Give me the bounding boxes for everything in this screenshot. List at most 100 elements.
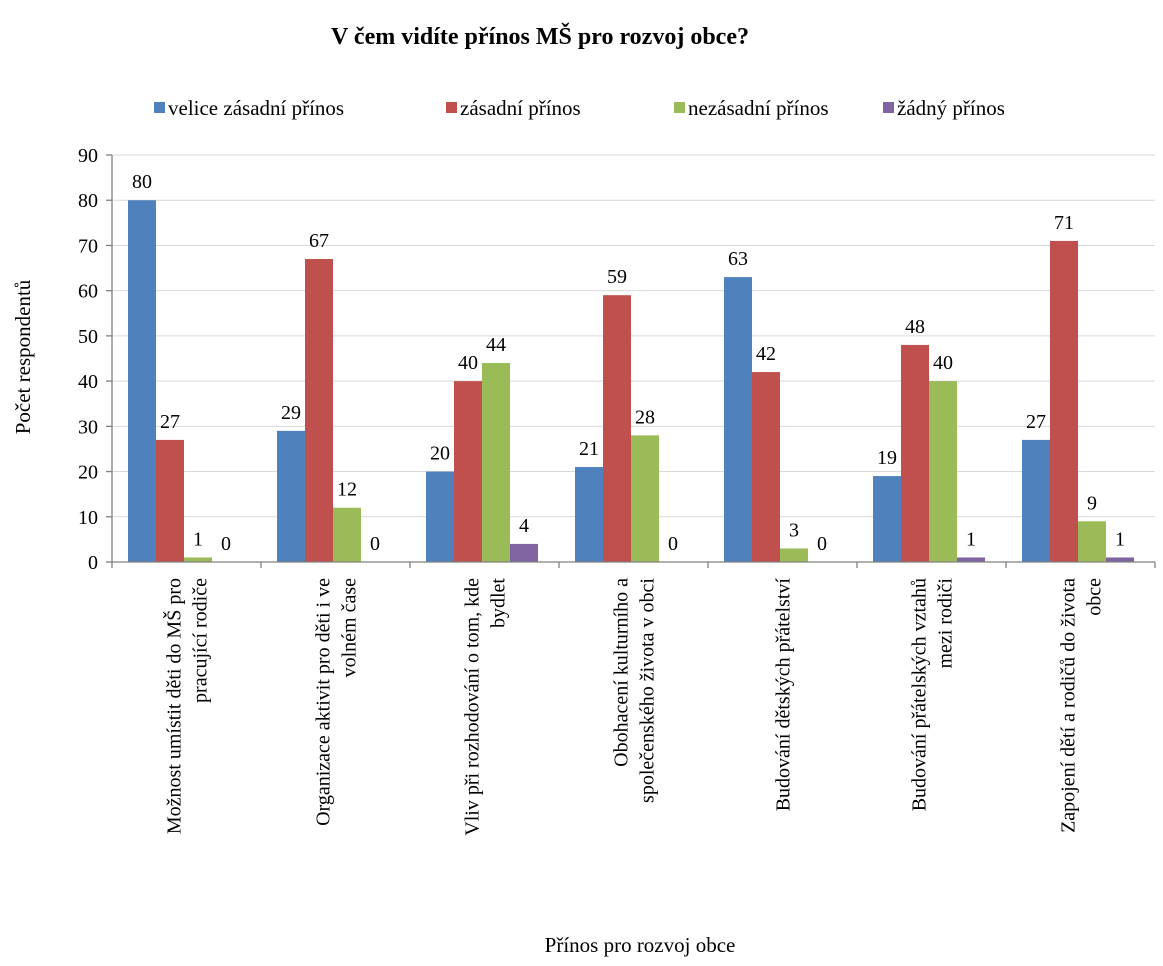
- bar-2-cat-3: [454, 381, 482, 562]
- data-label-3-cat-4: 28: [635, 406, 655, 428]
- data-label-4-cat-3: 4: [519, 515, 529, 537]
- data-label-4-cat-7: 1: [1115, 528, 1125, 550]
- legend-item-1: velice zásadní přínos: [154, 96, 344, 120]
- bar-1-cat-2: [277, 430, 305, 562]
- legend-item-4: žádný přínos: [883, 96, 1005, 120]
- data-label-1-cat-7: 27: [1026, 411, 1046, 433]
- category-label-7-line-2: obce: [1084, 578, 1106, 616]
- y-tick-label-60: 60: [78, 281, 98, 303]
- bar-4-cat-7: [1106, 557, 1134, 562]
- bar-2-cat-2: [305, 259, 333, 562]
- category-label-5-line-1: Budování dětských přátelství: [773, 578, 795, 812]
- data-label-4-cat-4: 0: [668, 533, 678, 555]
- data-label-2-cat-4: 59: [607, 266, 627, 288]
- data-label-2-cat-3: 40: [458, 352, 478, 374]
- y-tick-label-50: 50: [78, 326, 98, 348]
- data-label-3-cat-7: 9: [1087, 492, 1097, 514]
- data-label-4-cat-1: 0: [221, 533, 231, 555]
- data-label-2-cat-1: 27: [160, 411, 180, 433]
- bar-1-cat-7: [1022, 439, 1050, 562]
- data-label-3-cat-3: 44: [486, 334, 506, 356]
- data-label-1-cat-1: 80: [132, 171, 152, 193]
- legend-swatch-4: [883, 102, 894, 113]
- category-label-2-line-1: Organizace aktivit pro děti i ve: [313, 578, 335, 826]
- legend-swatch-1: [154, 102, 165, 113]
- category-label-7-line-1: Zapojení dětí a rodičů do života: [1058, 578, 1080, 833]
- category-label-4-line-2: společenského života v obci: [637, 578, 659, 803]
- bars: [128, 200, 1134, 562]
- category-label-3-line-2: bydlet: [488, 578, 510, 628]
- bar-1-cat-1: [128, 200, 156, 562]
- data-label-3-cat-6: 40: [933, 352, 953, 374]
- data-label-4-cat-5: 0: [817, 533, 827, 555]
- legend: velice zásadní přínos zásadní přínos nezás…: [154, 96, 1005, 120]
- data-label-4-cat-2: 0: [370, 533, 380, 555]
- bar-1-cat-3: [426, 471, 454, 562]
- data-label-4-cat-6: 1: [966, 528, 976, 550]
- bar-2-cat-1: [156, 439, 184, 562]
- bar-3-cat-4: [631, 435, 659, 562]
- category-labels: Možnost umístit děti do MŠ pro pracující …: [162, 578, 1106, 836]
- data-label-3-cat-1: 1: [193, 528, 203, 550]
- bar-3-cat-3: [482, 363, 510, 562]
- bar-1-cat-5: [724, 277, 752, 562]
- bar-2-cat-5: [752, 372, 780, 562]
- bar-4-cat-6: [957, 557, 985, 562]
- category-label-2: Organizace aktivit pro děti i ve volném č…: [313, 578, 361, 826]
- data-label-1-cat-2: 29: [281, 402, 301, 424]
- data-label-3-cat-5: 3: [789, 519, 799, 541]
- category-label-4-line-1: Obohacení kulturního a: [611, 578, 633, 767]
- legend-item-3: nezásadní přínos: [674, 96, 829, 120]
- y-tick-label-80: 80: [78, 190, 98, 212]
- bar-2-cat-6: [901, 344, 929, 562]
- bar-3-cat-1: [184, 557, 212, 562]
- y-tick-label-70: 70: [78, 235, 98, 257]
- y-axis-label: Počet respondentů: [11, 279, 35, 434]
- category-label-2-line-2: volném čase: [339, 578, 361, 678]
- category-label-3-line-1: Vliv při rozhodování o tom, kde: [462, 578, 484, 836]
- y-tick-label-10: 10: [78, 507, 98, 529]
- category-label-6: Budování přátelských vztahů mezi rodiči: [909, 578, 957, 812]
- category-label-1: Možnost umístit děti do MŠ pro pracující …: [162, 578, 212, 834]
- category-label-4: Obohacení kulturního a společenského živo…: [611, 578, 659, 803]
- x-axis-label: Přínos pro rozvoj obce: [545, 933, 736, 957]
- y-tick-label-90: 90: [78, 145, 98, 167]
- category-label-6-line-2: mezi rodiči: [935, 578, 957, 669]
- data-label-2-cat-5: 42: [756, 343, 776, 365]
- data-label-1-cat-4: 21: [579, 438, 599, 460]
- bar-3-cat-6: [929, 381, 957, 562]
- data-label-1-cat-6: 19: [877, 447, 897, 469]
- bar-1-cat-4: [575, 467, 603, 562]
- data-label-2-cat-6: 48: [905, 316, 925, 338]
- bar-3-cat-7: [1078, 521, 1106, 562]
- bar-2-cat-7: [1050, 240, 1078, 562]
- data-label-2-cat-7: 71: [1054, 212, 1074, 234]
- category-label-1-line-2: pracující rodiče: [190, 578, 212, 703]
- category-label-1-line-1: Možnost umístit děti do MŠ pro: [162, 578, 186, 834]
- y-tick-labels: 0 10 20 30 40 50 60 70 80 90: [78, 145, 98, 574]
- bar-3-cat-2: [333, 507, 361, 562]
- legend-label-3: nezásadní přínos: [688, 96, 829, 120]
- category-label-7: Zapojení dětí a rodičů do života obce: [1058, 578, 1106, 833]
- axes: [106, 154, 1156, 568]
- legend-label-4: žádný přínos: [897, 96, 1005, 120]
- y-tick-label-40: 40: [78, 371, 98, 393]
- legend-label-2: zásadní přínos: [460, 96, 581, 120]
- chart-title: V čem vidíte přínos MŠ pro rozvoj obce?: [331, 23, 749, 50]
- data-label-2-cat-2: 67: [309, 230, 329, 252]
- bar-3-cat-5: [780, 548, 808, 562]
- legend-label-1: velice zásadní přínos: [168, 96, 344, 120]
- legend-swatch-3: [674, 102, 685, 113]
- bar-4-cat-3: [510, 543, 538, 562]
- bar-1-cat-6: [873, 476, 901, 562]
- data-label-3-cat-2: 12: [337, 479, 357, 501]
- data-label-1-cat-5: 63: [728, 248, 748, 270]
- category-label-6-line-1: Budování přátelských vztahů: [909, 578, 931, 811]
- category-label-5: Budování dětských přátelství: [773, 578, 795, 812]
- y-tick-label-30: 30: [78, 416, 98, 438]
- category-label-3: Vliv při rozhodování o tom, kde bydlet: [462, 578, 510, 836]
- y-tick-label-0: 0: [88, 552, 98, 574]
- y-tick-label-20: 20: [78, 462, 98, 484]
